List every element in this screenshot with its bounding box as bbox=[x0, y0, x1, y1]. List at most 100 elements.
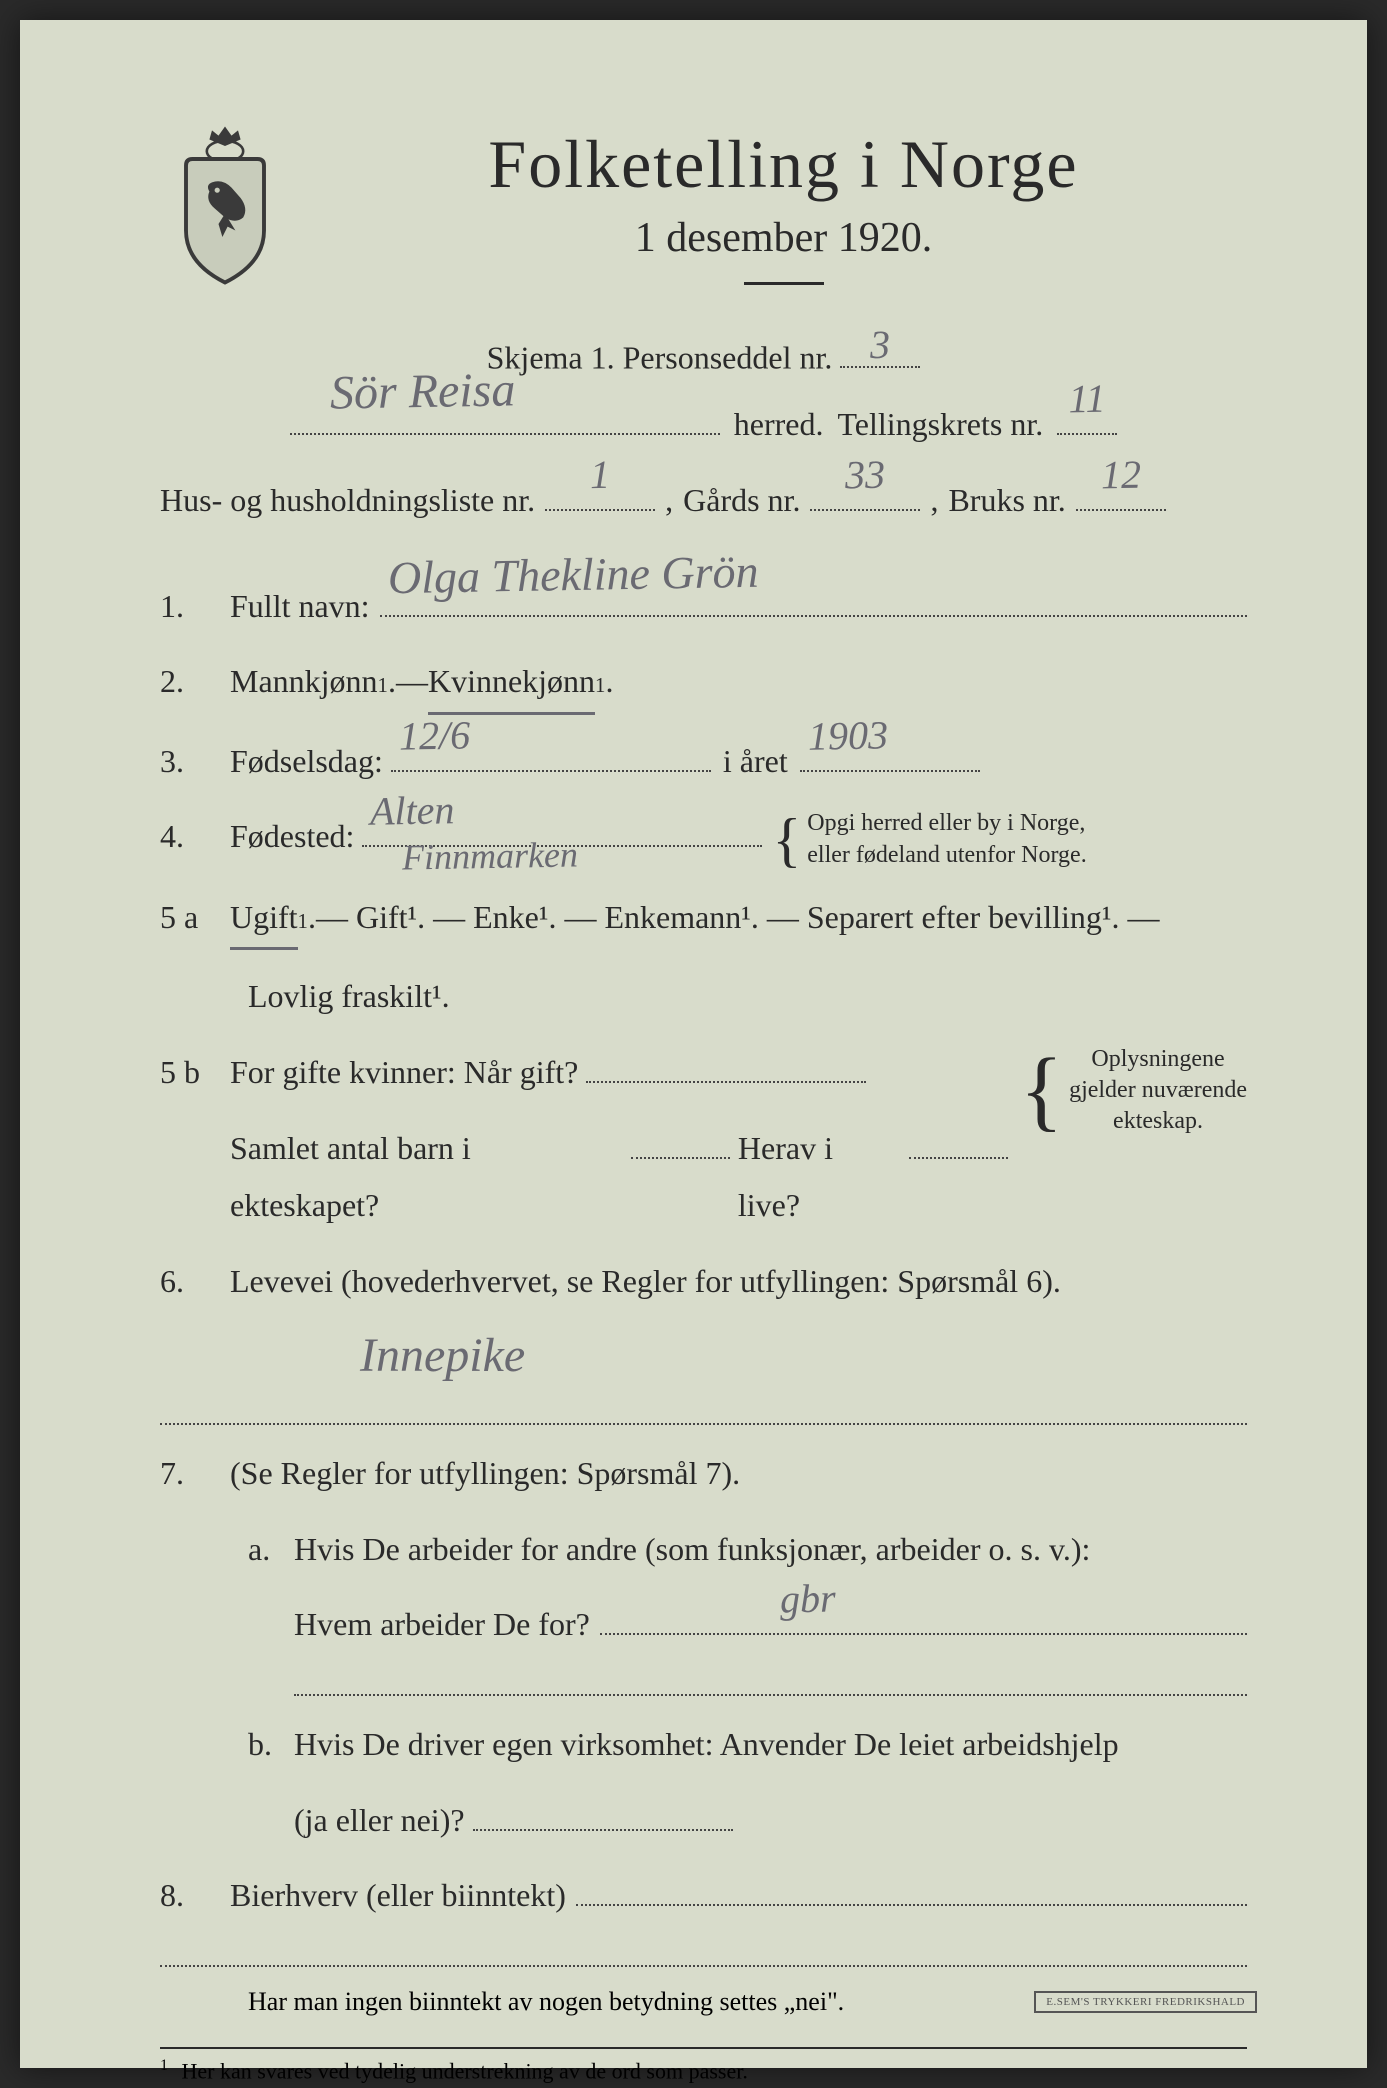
footnote-num: 1 bbox=[160, 2057, 168, 2074]
herred-label: herred. bbox=[734, 396, 824, 454]
q5b-line: 5 b For gifte kvinner: Når gift? Samlet … bbox=[160, 1044, 1247, 1235]
q6-num: 6. bbox=[160, 1253, 230, 1311]
q5a-num: 5 a bbox=[160, 889, 230, 947]
q4-line: 4. Fødested: Alten Finnmarken { Opgi her… bbox=[160, 808, 1247, 870]
q6-value-line: Innepike bbox=[160, 1328, 1247, 1383]
crest-svg bbox=[160, 120, 290, 289]
q3-year-field: 1903 bbox=[800, 733, 980, 771]
q7a-field: gbr bbox=[600, 1597, 1247, 1635]
q2-m: Mannkjønn bbox=[230, 653, 378, 711]
q4-num: 4. bbox=[160, 808, 230, 866]
q5b-field3 bbox=[909, 1120, 1008, 1158]
q4-note-group: { Opgi herred eller by i Norge, eller fø… bbox=[772, 808, 1086, 870]
q1-field: Olga Thekline Grön bbox=[380, 578, 1247, 616]
q7b-text1: Hvis De driver egen virksomhet: Anvender… bbox=[294, 1716, 1119, 1774]
q8-field bbox=[576, 1868, 1247, 1906]
household-label: Hus- og husholdningsliste nr. bbox=[160, 472, 535, 530]
q7a-num: a. bbox=[248, 1521, 294, 1579]
title-rule bbox=[744, 282, 824, 285]
q5b-note: Oplysningene gjelder nuværende ekteskap. bbox=[1069, 1044, 1247, 1138]
bruks-field: 12 bbox=[1076, 473, 1166, 511]
q3-day-value: 12/6 bbox=[398, 699, 470, 772]
q7a-text1: Hvis De arbeider for andre (som funksjon… bbox=[294, 1521, 1090, 1579]
q5a-ugift-underlined: Ugift bbox=[230, 889, 298, 951]
q3-num: 3. bbox=[160, 733, 230, 791]
coat-of-arms-icon bbox=[160, 120, 290, 290]
q4-value2: Finnmarken bbox=[402, 822, 579, 890]
herred-line: Sör Reisa herred. Tellingskrets nr. 11 bbox=[160, 396, 1247, 454]
q5a-line2-text: Lovlig fraskilt¹. bbox=[248, 968, 450, 1026]
q5b-label3: Herav i live? bbox=[738, 1120, 901, 1235]
q7a-value: gbr bbox=[779, 1563, 836, 1636]
q7a-line2: Hvem arbeider De for? gbr bbox=[160, 1596, 1247, 1654]
q5a-line: 5 a Ugift1. — Gift¹. — Enke¹. — Enkemann… bbox=[160, 889, 1247, 951]
q5b-num: 5 b bbox=[160, 1044, 230, 1102]
list-field: 1 bbox=[545, 473, 655, 511]
q4-label: Fødested: bbox=[230, 808, 354, 866]
q7a-rule bbox=[294, 1694, 1247, 1696]
q7-num: 7. bbox=[160, 1445, 230, 1503]
herred-value: Sör Reisa bbox=[329, 347, 516, 437]
gards-value: 33 bbox=[845, 439, 886, 512]
q8-rule bbox=[160, 1965, 1247, 1967]
q8-line: 8. Bierhverv (eller biinntekt) bbox=[160, 1867, 1247, 1925]
gards-field: 33 bbox=[810, 473, 920, 511]
document-page: Folketelling i Norge 1 desember 1920. Sk… bbox=[20, 20, 1367, 2068]
krets-field: 11 bbox=[1057, 397, 1117, 435]
q7b-num: b. bbox=[248, 1716, 294, 1774]
list-value: 1 bbox=[589, 439, 610, 511]
q6-label: Levevei (hovederhvervet, se Regler for u… bbox=[230, 1253, 1061, 1311]
q7a-line1: a. Hvis De arbeider for andre (som funks… bbox=[160, 1521, 1247, 1579]
q6-rule bbox=[160, 1423, 1247, 1425]
q7b-line2: (ja eller nei)? bbox=[160, 1792, 1247, 1850]
q5a-line2: Lovlig fraskilt¹. bbox=[160, 968, 1247, 1026]
schema-value: 3 bbox=[870, 321, 891, 368]
q2-line: 2. Mannkjønn1. — Kvinnekjønn1. bbox=[160, 653, 1247, 715]
q1-num: 1. bbox=[160, 578, 230, 636]
krets-value: 11 bbox=[1068, 363, 1106, 436]
q5b-field2 bbox=[631, 1120, 730, 1158]
q7-heading: (Se Regler for utfyllingen: Spørsmål 7). bbox=[230, 1445, 740, 1503]
q6-line: 6. Levevei (hovederhvervet, se Regler fo… bbox=[160, 1253, 1247, 1311]
brace-icon: { bbox=[1020, 1050, 1063, 1131]
q3-mid: i året bbox=[723, 733, 788, 791]
printer-stamp: E.SEM'S TRYKKERI FREDRIKSHALD bbox=[1034, 1991, 1257, 2013]
schema-value-field: 3 bbox=[840, 330, 920, 368]
brace-icon: { bbox=[772, 813, 801, 867]
q3-label: Fødselsdag: bbox=[230, 733, 383, 791]
main-title: Folketelling i Norge bbox=[320, 125, 1247, 204]
household-line: Hus- og husholdningsliste nr. 1 , Gårds … bbox=[160, 472, 1247, 530]
subtitle-date: 1 desember 1920. bbox=[320, 214, 1247, 262]
q7b-field bbox=[473, 1792, 733, 1830]
q3-day-field: 12/6 bbox=[391, 733, 711, 771]
q8-label: Bierhverv (eller biinntekt) bbox=[230, 1867, 566, 1925]
q5b-label2: Samlet antal barn i ekteskapet? bbox=[230, 1120, 623, 1235]
bruks-label: Bruks nr. bbox=[948, 472, 1065, 530]
q5b-field1 bbox=[586, 1045, 866, 1083]
bruks-value: 12 bbox=[1100, 439, 1141, 512]
schema-label: Skjema 1. Personseddel nr. bbox=[487, 339, 833, 375]
q8-num: 8. bbox=[160, 1867, 230, 1925]
q5b-label1: For gifte kvinner: Når gift? bbox=[230, 1044, 578, 1102]
q3-line: 3. Fødselsdag: 12/6 i året 1903 bbox=[160, 733, 1247, 791]
q6-value: Innepike bbox=[360, 1329, 525, 1382]
herred-field: Sör Reisa bbox=[290, 397, 720, 435]
q5b-content: For gifte kvinner: Når gift? Samlet anta… bbox=[230, 1044, 1008, 1235]
q1-value: Olga Thekline Grön bbox=[387, 531, 759, 620]
header: Folketelling i Norge 1 desember 1920. bbox=[160, 110, 1247, 310]
q7a-text2: Hvem arbeider De for? bbox=[294, 1596, 590, 1654]
q5a-rest: — Gift¹. — Enke¹. — Enkemann¹. — Separer… bbox=[316, 889, 1160, 947]
q3-year-value: 1903 bbox=[807, 699, 888, 772]
q7b-text2: (ja eller nei)? bbox=[294, 1792, 465, 1850]
q7b-line1: b. Hvis De driver egen virksomhet: Anven… bbox=[160, 1716, 1247, 1774]
q1-line: 1. Fullt navn: Olga Thekline Grön bbox=[160, 578, 1247, 636]
q5b-note-group: { Oplysningene gjelder nuværende ekteska… bbox=[1020, 1044, 1247, 1138]
q4-field: Alten Finnmarken bbox=[362, 808, 762, 846]
gards-label: Gårds nr. bbox=[683, 472, 800, 530]
q2-num: 2. bbox=[160, 653, 230, 711]
footnote: 1 Her kan svares ved tydelig understrekn… bbox=[160, 2047, 1247, 2084]
q7-line: 7. (Se Regler for utfyllingen: Spørsmål … bbox=[160, 1445, 1247, 1503]
q4-note: Opgi herred eller by i Norge, eller føde… bbox=[807, 808, 1086, 870]
footnote-text: Her kan svares ved tydelig understreknin… bbox=[182, 2058, 748, 2083]
title-block: Folketelling i Norge 1 desember 1920. bbox=[320, 110, 1247, 310]
